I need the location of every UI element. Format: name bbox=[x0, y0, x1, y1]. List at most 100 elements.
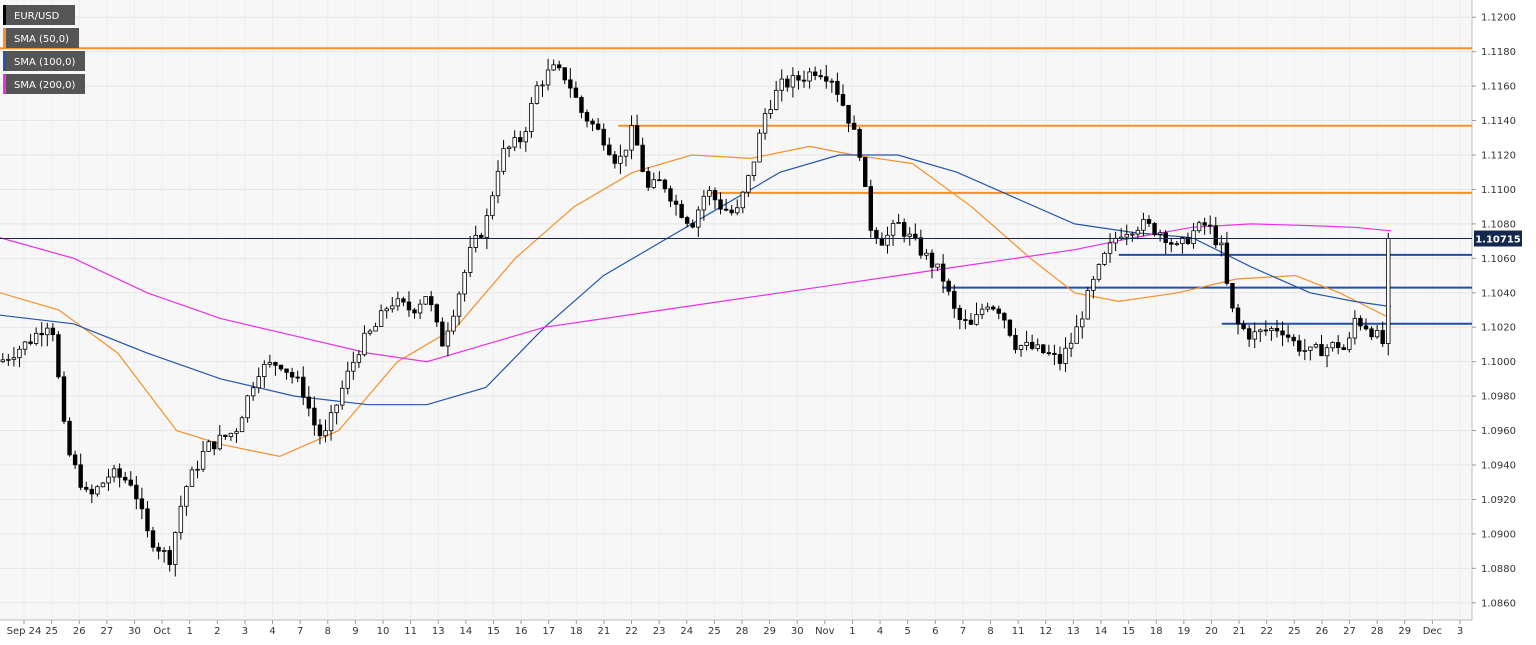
candle-body bbox=[339, 387, 345, 406]
candle-body bbox=[145, 508, 150, 532]
candle-body bbox=[1324, 347, 1330, 357]
candle-body bbox=[184, 486, 189, 507]
candle-body bbox=[723, 208, 729, 211]
xtick-label: 26 bbox=[1316, 626, 1329, 637]
candle-body bbox=[117, 468, 122, 478]
ytick-label: 1.1080 bbox=[1481, 219, 1516, 230]
candle-body bbox=[134, 484, 139, 500]
candle-body bbox=[206, 441, 211, 452]
candle-body bbox=[417, 303, 423, 314]
candle-body bbox=[1107, 242, 1113, 254]
xtick-label: 4 bbox=[269, 626, 275, 637]
candle-body bbox=[250, 387, 256, 397]
candle-body bbox=[1246, 328, 1252, 340]
candle-body bbox=[445, 330, 451, 347]
candle-body bbox=[451, 315, 456, 332]
candle-body bbox=[390, 305, 395, 310]
candle-body bbox=[1013, 334, 1018, 350]
candle-body bbox=[1347, 337, 1352, 350]
candle-body bbox=[545, 69, 551, 86]
yaxis-panel bbox=[1472, 0, 1536, 620]
candle-body bbox=[690, 222, 695, 228]
ytick-label: 1.0940 bbox=[1481, 461, 1516, 472]
candle-body bbox=[1135, 229, 1141, 235]
candle-body bbox=[462, 272, 467, 295]
xtick-label: 22 bbox=[1260, 626, 1273, 637]
candle-body bbox=[562, 67, 567, 81]
candle-body bbox=[1130, 233, 1135, 236]
xtick-label: 22 bbox=[625, 626, 638, 637]
candle-body bbox=[323, 430, 328, 437]
ytick-label: 1.0880 bbox=[1481, 564, 1516, 575]
candle-body bbox=[495, 170, 501, 197]
candle-body bbox=[824, 76, 829, 82]
candle-body bbox=[89, 488, 95, 495]
candle-body bbox=[217, 434, 222, 450]
candle-body bbox=[991, 306, 996, 310]
xtick-label: 30 bbox=[128, 626, 141, 637]
candle-body bbox=[484, 215, 490, 238]
candle-body bbox=[178, 505, 184, 533]
candle-body bbox=[818, 75, 823, 78]
candle-body bbox=[779, 78, 784, 91]
candle-body bbox=[907, 233, 912, 237]
ytick-label: 1.1160 bbox=[1481, 82, 1516, 93]
candle-body bbox=[312, 407, 317, 426]
candle-body bbox=[556, 64, 562, 69]
xtick-label: 4 bbox=[877, 626, 883, 637]
xtick-label: 8 bbox=[325, 626, 331, 637]
ytick-label: 1.1180 bbox=[1481, 47, 1516, 58]
candle-body bbox=[668, 188, 673, 202]
candle-body bbox=[1241, 323, 1246, 330]
candle-body bbox=[634, 125, 640, 146]
candle-body bbox=[1380, 330, 1385, 345]
candle-body bbox=[1274, 328, 1280, 332]
candle-body bbox=[111, 468, 117, 478]
xtick-label: 9 bbox=[352, 626, 358, 637]
candle-body bbox=[1335, 342, 1341, 349]
candle-body bbox=[223, 434, 228, 437]
ytick-label: 1.1020 bbox=[1481, 323, 1516, 334]
xtick-label: 18 bbox=[1150, 626, 1163, 637]
xtick-label: 13 bbox=[1067, 626, 1080, 637]
candle-body bbox=[1213, 225, 1218, 246]
candle-body bbox=[467, 247, 473, 273]
candle-body bbox=[1258, 329, 1263, 333]
candle-body bbox=[328, 412, 334, 432]
candle-body bbox=[579, 96, 584, 113]
candle-body bbox=[857, 128, 862, 158]
candle-body bbox=[67, 420, 72, 456]
candle-body bbox=[1235, 307, 1241, 325]
last-price-label: 1.10715 bbox=[1475, 235, 1521, 246]
candle-body bbox=[0, 359, 5, 363]
candle-body bbox=[362, 332, 367, 356]
candle-body bbox=[1157, 232, 1163, 235]
candle-body bbox=[929, 252, 935, 268]
candle-body bbox=[295, 376, 300, 379]
candle-body bbox=[212, 441, 217, 450]
candle-body bbox=[890, 222, 896, 236]
candle-body bbox=[378, 310, 384, 327]
xtick-label: 3 bbox=[1457, 626, 1463, 637]
candle-body bbox=[640, 144, 645, 172]
candle-body bbox=[245, 395, 250, 419]
candle-body bbox=[139, 498, 145, 510]
candle-body bbox=[785, 78, 790, 88]
candle-body bbox=[712, 190, 718, 201]
xtick-label: 8 bbox=[987, 626, 993, 637]
xtick-label: 28 bbox=[1371, 626, 1384, 637]
legend-swatch bbox=[3, 74, 6, 94]
xtick-label: 28 bbox=[736, 626, 749, 637]
candle-body bbox=[128, 479, 133, 486]
candle-body bbox=[267, 362, 273, 365]
candle-body bbox=[1285, 334, 1291, 338]
candle-body bbox=[512, 137, 517, 148]
candle-body bbox=[56, 334, 61, 378]
xtick-label: Dec bbox=[1423, 626, 1442, 637]
candle-body bbox=[1085, 290, 1090, 320]
candle-body bbox=[345, 370, 350, 389]
candle-body bbox=[1202, 222, 1207, 226]
xtick-label: Oct bbox=[153, 626, 170, 637]
legend-item-bg bbox=[3, 5, 75, 25]
candle-body bbox=[796, 75, 801, 81]
